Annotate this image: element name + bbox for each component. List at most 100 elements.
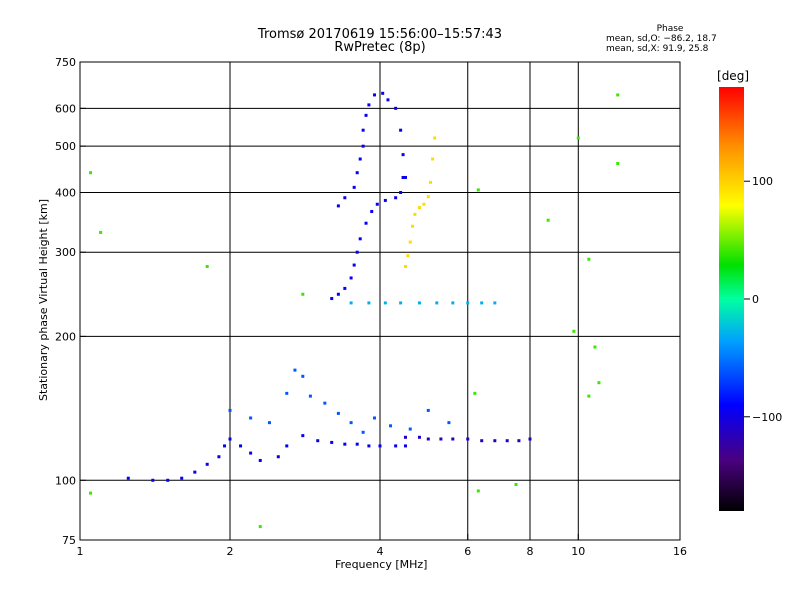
y-tick-label: 400 xyxy=(55,186,76,199)
data-point xyxy=(426,408,430,412)
data-point xyxy=(358,237,362,241)
data-point xyxy=(126,476,130,480)
data-point xyxy=(399,128,403,132)
data-point xyxy=(336,292,340,296)
data-point xyxy=(514,482,518,486)
y-tick-label: 300 xyxy=(55,246,76,259)
data-point xyxy=(433,136,437,140)
data-point xyxy=(394,444,398,448)
data-point xyxy=(389,424,393,428)
data-point xyxy=(349,301,353,305)
data-point xyxy=(399,301,403,305)
colorbar-unit-text: deg xyxy=(721,69,745,83)
colorbar-tick-label: 0 xyxy=(752,293,759,306)
data-point xyxy=(572,329,576,333)
data-point xyxy=(451,437,455,441)
data-point xyxy=(394,196,398,200)
data-point xyxy=(361,128,365,132)
data-point xyxy=(466,437,470,441)
data-point xyxy=(403,435,407,439)
data-point xyxy=(336,411,340,415)
y-tick-label: 100 xyxy=(55,474,76,487)
y-tick-label: 750 xyxy=(55,56,76,69)
data-point xyxy=(447,421,451,425)
data-point xyxy=(597,381,601,385)
data-point xyxy=(301,374,305,378)
data-point xyxy=(352,263,356,267)
data-point xyxy=(89,171,93,175)
data-point xyxy=(451,301,455,305)
data-point xyxy=(355,442,359,446)
x-tick-label: 10 xyxy=(571,545,585,558)
data-point xyxy=(505,439,509,443)
data-point xyxy=(576,136,580,140)
data-point xyxy=(355,250,359,254)
colorbar-unit-label: [deg] xyxy=(717,69,749,83)
data-point xyxy=(364,221,368,225)
data-point xyxy=(223,444,227,448)
data-point xyxy=(473,391,477,395)
data-point xyxy=(364,113,368,117)
data-point xyxy=(593,345,597,349)
data-point xyxy=(426,437,430,441)
data-point xyxy=(493,301,497,305)
data-point xyxy=(401,153,405,157)
data-point xyxy=(401,175,405,179)
data-point xyxy=(349,421,353,425)
y-tick-label: 200 xyxy=(55,330,76,343)
data-point xyxy=(373,416,377,420)
data-point xyxy=(381,91,385,95)
data-point xyxy=(301,434,305,438)
data-point xyxy=(403,265,407,269)
data-point xyxy=(411,224,415,228)
data-point xyxy=(258,525,262,529)
data-point xyxy=(480,301,484,305)
data-point xyxy=(355,171,359,175)
data-point xyxy=(370,210,374,214)
data-point xyxy=(276,455,280,459)
data-point xyxy=(399,190,403,194)
data-point xyxy=(367,103,371,107)
data-point xyxy=(386,98,390,102)
data-point xyxy=(99,230,103,234)
data-point xyxy=(285,391,289,395)
x-tick-label: 16 xyxy=(673,545,687,558)
y-tick-label: 75 xyxy=(62,534,76,547)
data-point xyxy=(343,196,347,200)
data-point xyxy=(587,257,591,261)
data-point xyxy=(517,439,521,443)
x-tick-label: 2 xyxy=(227,545,234,558)
data-point xyxy=(428,180,432,184)
data-point xyxy=(217,455,221,459)
data-point xyxy=(408,240,412,244)
data-point xyxy=(151,478,155,482)
data-point xyxy=(528,437,532,441)
data-point xyxy=(166,478,170,482)
data-point xyxy=(476,489,480,493)
data-point xyxy=(546,218,550,222)
data-point xyxy=(301,292,305,296)
chart-title-line2: RwPretec (8p) xyxy=(334,40,426,55)
data-point xyxy=(426,195,430,199)
data-point xyxy=(358,157,362,161)
data-point xyxy=(258,458,262,462)
y-tick-label: 500 xyxy=(55,140,76,153)
colorbar-tick-label: −100 xyxy=(752,411,782,424)
data-point xyxy=(403,444,407,448)
data-point xyxy=(323,401,327,405)
data-point xyxy=(180,476,184,480)
data-point xyxy=(239,444,243,448)
data-point xyxy=(403,175,407,179)
data-point xyxy=(89,491,93,495)
data-point xyxy=(616,161,620,165)
data-point xyxy=(616,93,620,97)
data-point xyxy=(228,437,232,441)
data-point xyxy=(422,202,426,206)
data-point xyxy=(352,185,356,189)
data-point xyxy=(193,470,197,474)
x-tick-label: 1 xyxy=(77,545,84,558)
data-point xyxy=(349,276,353,280)
data-point xyxy=(413,212,417,216)
x-tick-label: 6 xyxy=(464,545,471,558)
